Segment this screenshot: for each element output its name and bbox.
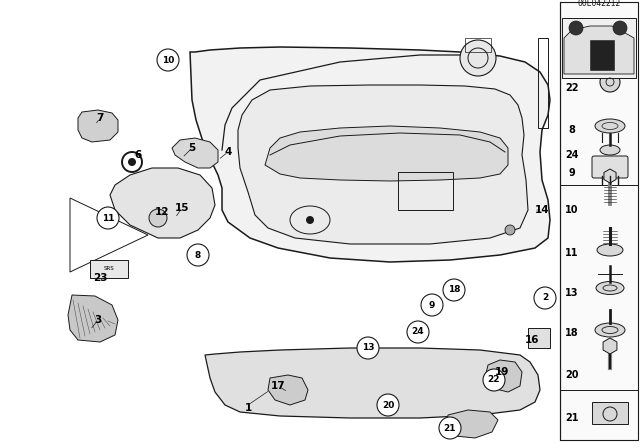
Text: 22: 22 xyxy=(488,375,500,384)
Circle shape xyxy=(534,287,556,309)
Polygon shape xyxy=(205,348,540,418)
Text: 2: 2 xyxy=(542,293,548,302)
Circle shape xyxy=(97,207,119,229)
Text: 13: 13 xyxy=(565,288,579,298)
Polygon shape xyxy=(110,168,215,238)
Ellipse shape xyxy=(596,281,624,294)
Circle shape xyxy=(407,321,429,343)
Text: 3: 3 xyxy=(94,315,102,325)
Polygon shape xyxy=(78,110,118,142)
Text: 10: 10 xyxy=(565,205,579,215)
Text: SRS: SRS xyxy=(104,267,115,271)
Bar xyxy=(538,38,548,128)
Polygon shape xyxy=(172,138,218,168)
Text: 9: 9 xyxy=(429,301,435,310)
Polygon shape xyxy=(190,47,550,262)
FancyBboxPatch shape xyxy=(592,156,628,178)
Polygon shape xyxy=(485,360,522,392)
Text: 17: 17 xyxy=(271,381,285,391)
Bar xyxy=(90,260,128,278)
Polygon shape xyxy=(265,126,508,181)
Text: 8: 8 xyxy=(568,125,575,135)
Text: 21: 21 xyxy=(444,423,456,432)
Text: 00E042212: 00E042212 xyxy=(577,0,621,8)
Bar xyxy=(562,18,636,78)
Circle shape xyxy=(569,21,583,35)
Circle shape xyxy=(600,72,620,92)
Circle shape xyxy=(357,337,379,359)
Bar xyxy=(590,40,614,70)
Circle shape xyxy=(439,417,461,439)
Text: 22: 22 xyxy=(565,83,579,93)
Polygon shape xyxy=(68,295,118,342)
Text: 24: 24 xyxy=(412,327,424,336)
Text: 7: 7 xyxy=(96,113,104,123)
Circle shape xyxy=(157,49,179,71)
Text: 6: 6 xyxy=(134,150,141,160)
Circle shape xyxy=(483,369,505,391)
Text: 20: 20 xyxy=(565,370,579,380)
Text: 14: 14 xyxy=(534,205,549,215)
Text: 13: 13 xyxy=(362,344,374,353)
Text: 20: 20 xyxy=(382,401,394,409)
Polygon shape xyxy=(446,410,498,438)
Text: 18: 18 xyxy=(448,285,460,294)
Circle shape xyxy=(187,244,209,266)
Circle shape xyxy=(306,216,314,224)
Text: 18: 18 xyxy=(565,328,579,338)
Polygon shape xyxy=(564,26,634,74)
Text: 24: 24 xyxy=(565,150,579,160)
Text: 19: 19 xyxy=(495,367,509,377)
Circle shape xyxy=(149,209,167,227)
Text: 2: 2 xyxy=(568,40,575,50)
Text: 11: 11 xyxy=(565,248,579,258)
Ellipse shape xyxy=(595,323,625,337)
Text: 8: 8 xyxy=(195,250,201,259)
Text: 16: 16 xyxy=(525,335,540,345)
Bar xyxy=(465,38,491,52)
Ellipse shape xyxy=(595,119,625,133)
Text: 11: 11 xyxy=(102,214,115,223)
Text: 10: 10 xyxy=(162,56,174,65)
Text: 21: 21 xyxy=(565,413,579,423)
Circle shape xyxy=(377,394,399,416)
Polygon shape xyxy=(238,85,528,244)
FancyBboxPatch shape xyxy=(595,27,625,51)
Text: 5: 5 xyxy=(188,143,196,153)
Circle shape xyxy=(443,279,465,301)
Text: 12: 12 xyxy=(155,207,169,217)
Bar xyxy=(528,328,550,348)
Text: 1: 1 xyxy=(244,403,252,413)
Text: 15: 15 xyxy=(175,203,189,213)
Circle shape xyxy=(460,40,496,76)
Circle shape xyxy=(505,225,515,235)
Ellipse shape xyxy=(600,145,620,155)
Circle shape xyxy=(128,158,136,166)
Text: 9: 9 xyxy=(568,168,575,178)
Circle shape xyxy=(421,294,443,316)
Circle shape xyxy=(613,21,627,35)
Ellipse shape xyxy=(597,244,623,256)
Text: 23: 23 xyxy=(93,273,108,283)
Polygon shape xyxy=(268,375,308,405)
Bar xyxy=(560,2,638,440)
Bar xyxy=(398,172,453,210)
Bar xyxy=(592,402,628,424)
Text: 4: 4 xyxy=(224,147,232,157)
